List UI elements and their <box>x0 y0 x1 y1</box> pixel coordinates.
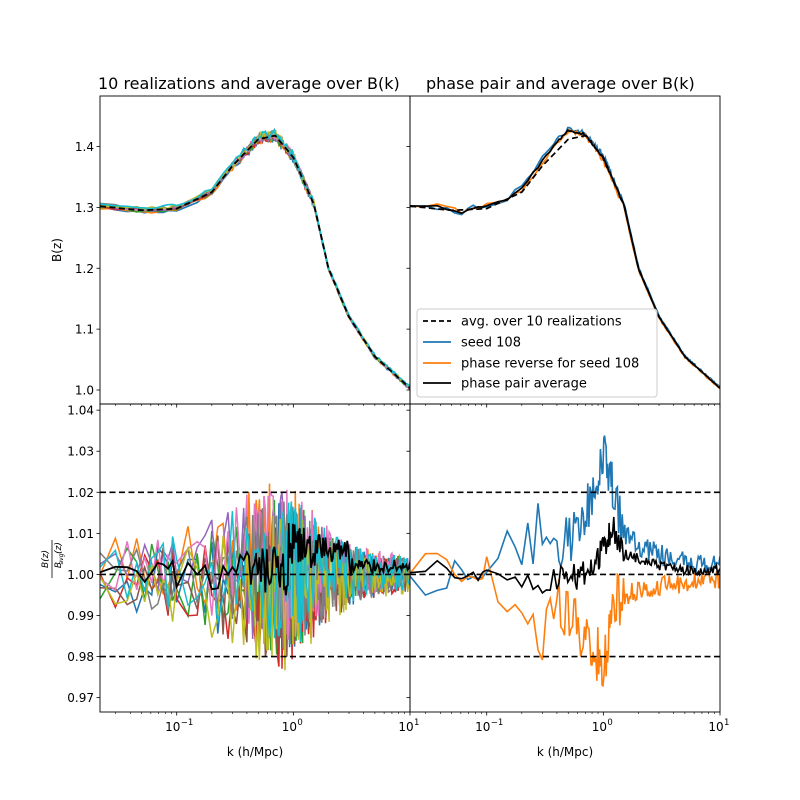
x-tick-label-exponent: −1 <box>491 718 504 728</box>
phase-reverse-ratio-line <box>410 552 720 688</box>
ylabel-denominator-tail: (z) <box>54 542 64 554</box>
y-tick-label: 0.98 <box>67 650 94 664</box>
x-tick-label: 10 <box>282 720 297 734</box>
legend-label-reverse: phase reverse for seed 108 <box>461 357 639 372</box>
ylabel-numerator: B(z) <box>41 550 51 568</box>
x-tick-label-exponent: 1 <box>414 718 419 728</box>
x-tick-label: 10 <box>398 720 413 734</box>
x-tick-label: 10 <box>592 720 607 734</box>
legend: avg. over 10 realizations seed 108 phase… <box>416 308 658 398</box>
plot-area <box>410 126 720 390</box>
realization-ratio-line <box>100 501 410 651</box>
legend-label-avg: avg. over 10 realizations <box>461 315 622 330</box>
xlabel-bottom-right: k (h/Mpc) <box>537 745 593 759</box>
y-tick-label: 1.03 <box>67 445 94 459</box>
x-tick-label: 10 <box>475 720 490 734</box>
plot-area <box>100 483 410 671</box>
y-tick-label: 0.97 <box>67 691 94 705</box>
ylabel-denominator-sub: avg <box>58 553 65 564</box>
y-tick-label: 1.04 <box>67 404 94 418</box>
y-tick-label: 1.4 <box>75 140 94 154</box>
panel-bottom-right: 10 −1 10 0 10 1 <box>406 403 729 734</box>
xlabel-bottom-left: k (h/Mpc) <box>227 745 283 759</box>
y-tick-label: 1.2 <box>75 262 94 276</box>
x-tick-label-exponent: 1 <box>724 718 729 728</box>
x-tick-label-exponent: −1 <box>181 718 194 728</box>
y-tick-label: 1.1 <box>75 323 94 337</box>
axes-frame <box>409 403 721 713</box>
legend-label-pair: phase pair average <box>461 377 587 392</box>
ylabel-denominator: B <box>54 562 64 568</box>
x-tick-label: 10 <box>708 720 723 734</box>
y-tick-label: 1.02 <box>67 486 94 500</box>
ylabel-top: B(z) <box>50 238 64 262</box>
y-tick-label: 1.00 <box>67 568 94 582</box>
y-tick-label: 1.3 <box>75 201 94 215</box>
panel-top-right <box>406 95 721 408</box>
phase-pair-average-line <box>410 128 720 389</box>
x-tick-label-exponent: 0 <box>607 718 612 728</box>
legend-frame <box>416 308 658 398</box>
x-tick-label: 10 <box>165 720 180 734</box>
x-tick-label-exponent: 0 <box>297 718 302 728</box>
phase-pair-average-ratio-line <box>410 516 720 595</box>
ylabel-bottom-fraction: B(z) B avg (z) <box>41 540 65 578</box>
avg-realizations-line <box>100 134 410 389</box>
y-tick-label: 1.01 <box>67 527 94 541</box>
realization-average-ratio-line <box>100 523 410 596</box>
y-tick-label: 0.99 <box>67 609 94 623</box>
plot-area <box>410 435 720 688</box>
title-top-right: phase pair and average over B(k) <box>426 74 695 93</box>
plot-area <box>100 127 410 391</box>
panel-top-left: 1.0 1.1 1.2 1.3 1.4 <box>75 95 411 408</box>
legend-label-seed: seed 108 <box>461 336 521 351</box>
title-top-left: 10 realizations and average over B(k) <box>98 74 400 93</box>
y-tick-label: 1.0 <box>75 384 94 398</box>
